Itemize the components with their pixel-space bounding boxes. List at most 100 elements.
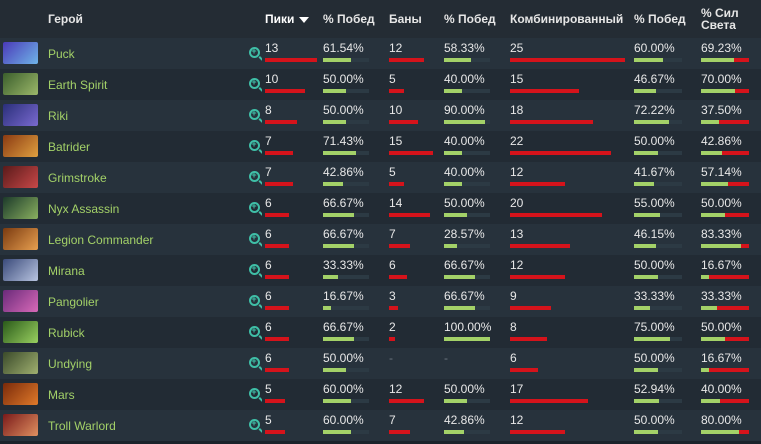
zoom-cell[interactable] [246, 317, 262, 348]
table-row[interactable]: Batrider 7 71.43% 15 40.00% 22 50.00% 42.86% [0, 131, 761, 162]
riki-portrait[interactable] [3, 104, 38, 126]
grimstroke-portrait[interactable] [3, 166, 38, 188]
bans-bar [389, 58, 433, 62]
zoom-cell[interactable] [246, 193, 262, 224]
combined-winrate-cell: 41.67% [631, 162, 698, 193]
zoom-cell[interactable] [246, 286, 262, 317]
nyx-assassin-portrait[interactable] [3, 197, 38, 219]
zoom-in-icon[interactable] [248, 263, 260, 275]
hero-name: Puck [48, 46, 75, 61]
mars-portrait[interactable] [3, 383, 38, 405]
zoom-in-icon[interactable] [248, 294, 260, 306]
picks-cell: 13 [262, 38, 320, 69]
hero-name-cell[interactable]: Legion Commander [45, 224, 246, 255]
undying-portrait[interactable] [3, 352, 38, 374]
table-row[interactable]: Mars 5 60.00% 12 50.00% 17 52.94% 40.00% [0, 379, 761, 410]
radiant-value: 70.00% [701, 72, 742, 86]
zoom-cell[interactable] [246, 379, 262, 410]
table-row[interactable]: Pangolier 6 16.67% 3 66.67% 9 33.33% 33.33% [0, 286, 761, 317]
picks-column-header[interactable]: Пики [262, 0, 320, 38]
radiant-bar-fill [701, 89, 735, 93]
earth-spirit-portrait[interactable] [3, 73, 38, 95]
hero-name-cell[interactable]: Mars [45, 379, 246, 410]
table-row[interactable]: Undying 6 50.00% - - 6 50.00% 16.67% [0, 348, 761, 379]
troll-warlord-portrait[interactable] [3, 414, 38, 436]
zoom-cell[interactable] [246, 255, 262, 286]
zoom-in-icon[interactable] [248, 356, 260, 368]
zoom-in-icon[interactable] [248, 108, 260, 120]
bans-cell: 5 [386, 69, 441, 100]
table-row[interactable]: Mirana 6 33.33% 6 66.67% 12 50.00% 16.67% [0, 255, 761, 286]
bans-winrate-bar-fill [444, 275, 475, 279]
zoom-in-icon[interactable] [248, 77, 260, 89]
zoom-in-icon[interactable] [248, 201, 260, 213]
bans-column-header[interactable]: Баны [386, 0, 441, 38]
table-row[interactable]: Earth Spirit 10 50.00% 5 40.00% 15 46.67% 70.00… [0, 69, 761, 100]
picks-value: 6 [265, 196, 272, 210]
picks-winrate-column-header[interactable]: % Побед [320, 0, 386, 38]
bans-winrate-column-header[interactable]: % Побед [441, 0, 507, 38]
radiant-cell: 40.00% [698, 379, 761, 410]
zoom-cell[interactable] [246, 162, 262, 193]
hero-name-cell[interactable]: Puck [45, 38, 246, 69]
radiant-bar-fill [701, 399, 720, 403]
picks-bar-fill [265, 430, 285, 434]
combined-winrate-value: 50.00% [634, 351, 675, 365]
table-row[interactable]: Riki 8 50.00% 10 90.00% 18 72.22% 37.50% [0, 100, 761, 131]
zoom-cell[interactable] [246, 38, 262, 69]
radiant-bar [701, 120, 749, 124]
portrait-cell [0, 100, 45, 131]
zoom-cell[interactable] [246, 131, 262, 162]
combined-winrate-column-header[interactable]: % Побед [631, 0, 698, 38]
zoom-cell[interactable] [246, 348, 262, 379]
table-row[interactable]: Rubick 6 66.67% 2 100.00% 8 75.00% 50.00% [0, 317, 761, 348]
zoom-cell[interactable] [246, 224, 262, 255]
rubick-portrait[interactable] [3, 321, 38, 343]
table-row[interactable]: Nyx Assassin 6 66.67% 14 50.00% 20 55.00% 50.00… [0, 193, 761, 224]
hero-name-cell[interactable]: Batrider [45, 131, 246, 162]
puck-portrait[interactable] [3, 42, 38, 64]
portrait-cell [0, 162, 45, 193]
portrait-cell [0, 38, 45, 69]
combined-cell: 12 [507, 255, 631, 286]
pangolier-portrait[interactable] [3, 290, 38, 312]
zoom-in-icon[interactable] [248, 387, 260, 399]
hero-name-cell[interactable]: Earth Spirit [45, 69, 246, 100]
table-row[interactable]: Puck 13 61.54% 12 58.33% 25 60.00% 69.23% [0, 38, 761, 69]
combined-cell: 25 [507, 38, 631, 69]
table-row[interactable]: Troll Warlord 5 60.00% 7 42.86% 12 50.00% 80.00… [0, 410, 761, 441]
hero-name-cell[interactable]: Pangolier [45, 286, 246, 317]
bans-winrate-bar [444, 58, 490, 62]
radiant-cell: 16.67% [698, 255, 761, 286]
picks-header-label: Пики [265, 12, 295, 26]
zoom-in-icon[interactable] [248, 418, 260, 430]
bans-cell: 14 [386, 193, 441, 224]
combined-column-header[interactable]: Комбинированный [507, 0, 631, 38]
zoom-in-icon[interactable] [248, 46, 260, 58]
table-row[interactable]: Legion Commander 6 66.67% 7 28.57% 13 46.15% 83… [0, 224, 761, 255]
zoom-cell[interactable] [246, 410, 262, 441]
hero-name-cell[interactable]: Riki [45, 100, 246, 131]
hero-name-cell[interactable]: Troll Warlord [45, 410, 246, 441]
hero-name-cell[interactable]: Undying [45, 348, 246, 379]
zoom-cell[interactable] [246, 69, 262, 100]
zoom-in-icon[interactable] [248, 139, 260, 151]
radiant-bar [701, 89, 749, 93]
legion-commander-portrait[interactable] [3, 228, 38, 250]
zoom-in-icon[interactable] [248, 232, 260, 244]
zoom-cell[interactable] [246, 100, 262, 131]
hero-name-cell[interactable]: Grimstroke [45, 162, 246, 193]
mirana-portrait[interactable] [3, 259, 38, 281]
zoom-in-icon[interactable] [248, 170, 260, 182]
hero-name-cell[interactable]: Rubick [45, 317, 246, 348]
combined-winrate-bar [634, 213, 682, 217]
hero-name-cell[interactable]: Mirana [45, 255, 246, 286]
hero-name-cell[interactable]: Nyx Assassin [45, 193, 246, 224]
zoom-in-icon[interactable] [248, 325, 260, 337]
radiant-column-header[interactable]: % Сил Света [698, 0, 761, 38]
combined-winrate-value: 55.00% [634, 196, 675, 210]
table-row[interactable]: Grimstroke 7 42.86% 5 40.00% 12 41.67% 57.14% [0, 162, 761, 193]
hero-column-header[interactable]: Герой [45, 0, 246, 38]
batrider-portrait[interactable] [3, 135, 38, 157]
bans-winrate-value: 58.33% [444, 41, 485, 55]
